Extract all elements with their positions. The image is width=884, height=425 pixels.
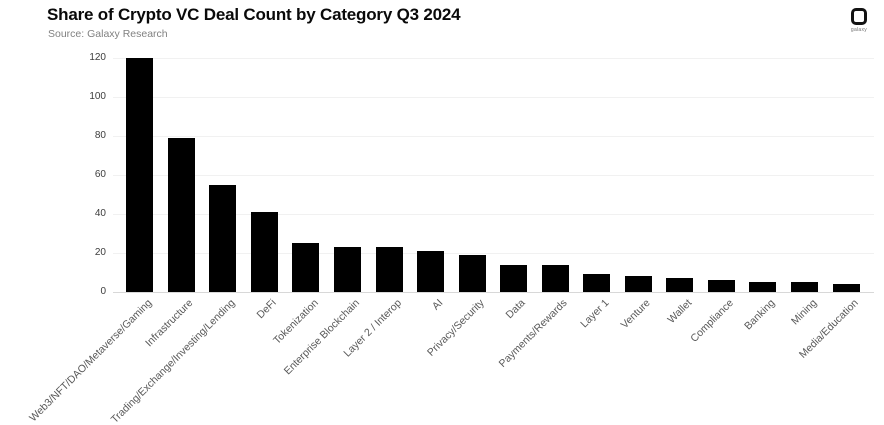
bar	[167, 138, 195, 292]
bar	[832, 284, 860, 292]
bar	[666, 278, 694, 292]
x-axis-baseline	[113, 292, 874, 293]
bar	[250, 212, 278, 292]
bar	[333, 247, 361, 292]
bar	[417, 251, 445, 292]
chart-title: Share of Crypto VC Deal Count by Categor…	[47, 5, 461, 24]
gridline	[113, 214, 874, 215]
bar	[707, 280, 735, 292]
y-axis-tick-label: 40	[94, 208, 106, 219]
x-axis-category-label: Venture	[618, 297, 653, 332]
bar	[541, 265, 569, 292]
gridline	[113, 58, 874, 59]
bar	[458, 255, 486, 292]
bar	[126, 58, 154, 292]
bar	[583, 274, 611, 292]
bar	[749, 282, 777, 292]
bar	[209, 185, 237, 292]
gridline	[113, 175, 874, 176]
x-axis-category-label: Banking	[742, 297, 778, 333]
bar	[791, 282, 818, 292]
x-axis-category-label: Mining	[788, 297, 819, 328]
bar	[375, 247, 403, 292]
galaxy-squircle-icon	[851, 8, 867, 25]
x-axis-category-label: Compliance	[688, 297, 736, 345]
x-axis-category-label: Data	[503, 297, 529, 322]
galaxy-logo: galaxy	[845, 8, 873, 33]
gridline	[113, 136, 874, 137]
y-axis-tick-label: 0	[100, 286, 106, 297]
y-axis-tick-label: 80	[94, 130, 106, 141]
gridline	[113, 97, 874, 98]
y-axis-tick-label: 20	[94, 247, 106, 258]
bar	[624, 276, 652, 292]
gridline	[113, 253, 874, 254]
x-axis-category-label: AI	[429, 297, 446, 313]
x-axis-category-label: Layer 1	[577, 297, 612, 331]
bar	[292, 243, 320, 292]
galaxy-logo-text: galaxy	[850, 27, 868, 33]
y-axis-tick-label: 60	[94, 169, 106, 180]
x-axis-category-label: Wallet	[665, 297, 695, 326]
x-axis-category-label: DeFi	[254, 297, 279, 322]
chart-source: Source: Galaxy Research	[48, 28, 168, 40]
bar	[500, 265, 528, 292]
y-axis-tick-label: 120	[89, 52, 106, 63]
x-axis-category-label: Enterprise Blockchain	[281, 297, 362, 378]
y-axis-tick-label: 100	[89, 91, 106, 102]
